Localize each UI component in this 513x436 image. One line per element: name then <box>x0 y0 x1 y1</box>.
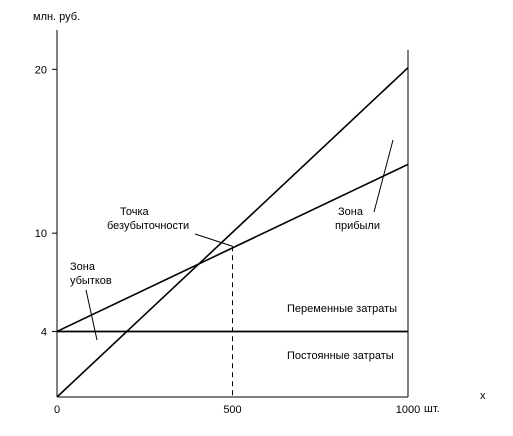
x-tick-label: 1000 <box>396 404 420 416</box>
loss-zone-leader <box>85 289 98 341</box>
breakeven-label-line1: Точка <box>120 206 150 218</box>
loss-zone-label-line1: Зона <box>70 261 96 273</box>
tick-labels: 4 10 20 0 500 1000 <box>35 64 420 416</box>
x-axis-unit: шт. <box>424 403 440 415</box>
breakeven-leader <box>194 233 233 247</box>
profit-zone-label-line1: Зона <box>338 206 364 218</box>
y-axis-label: млн. руб. <box>33 11 80 23</box>
profit-zone-label-line2: прибыли <box>335 220 380 232</box>
y-tick-label: 4 <box>41 326 47 338</box>
axes <box>52 30 409 398</box>
fixed-costs-label: Постоянные затраты <box>287 350 394 362</box>
y-tick-label: 20 <box>35 64 47 76</box>
profit-zone-leader <box>373 139 394 213</box>
series-lines <box>56 67 409 398</box>
x-axis-variable: x <box>480 390 486 402</box>
x-tick-label: 500 <box>223 404 241 416</box>
series-line <box>56 67 409 398</box>
breakeven-label-line2: безубыточности <box>107 220 189 232</box>
variable-costs-label: Переменные затраты <box>287 303 397 315</box>
y-tick-label: 10 <box>35 228 47 240</box>
loss-zone-label-line2: убытков <box>70 275 112 287</box>
x-tick-label: 0 <box>54 404 60 416</box>
